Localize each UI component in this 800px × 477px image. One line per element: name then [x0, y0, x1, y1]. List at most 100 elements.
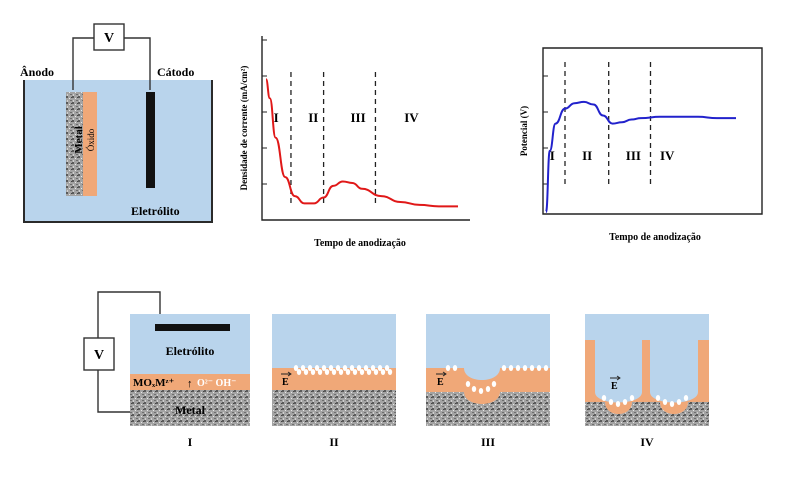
- ion-bubble: [373, 369, 379, 375]
- stage-label-1: I: [188, 435, 193, 449]
- panel-3-field-label: E: [437, 377, 444, 388]
- panel-1-ion-label: MOₓMᶻ⁺: [133, 377, 175, 389]
- ion-bubble: [508, 365, 514, 371]
- current-ticks-y: [262, 39, 267, 185]
- wire-cathode: [124, 37, 151, 90]
- cathode-electrode: [146, 92, 155, 188]
- ion-bubble: [321, 365, 327, 371]
- electrolyte-bath: [24, 80, 212, 222]
- current-x-axis-label: Tempo de anodização: [314, 238, 406, 249]
- ion-bubble: [515, 365, 521, 371]
- ion-bubble: [485, 386, 491, 392]
- panel-4-field-arrow: [610, 375, 621, 381]
- panel-1-arrow-up: ↑: [187, 378, 193, 390]
- panel-2-oxide: [272, 368, 396, 390]
- ion-bubble: [471, 386, 477, 392]
- current-region-dividers: [290, 72, 377, 206]
- ion-bubble: [296, 369, 302, 375]
- panel-4-field-label: E: [611, 381, 618, 392]
- ion-bubble: [629, 395, 635, 401]
- ion-bubble: [328, 365, 334, 371]
- current-region-labels: I II III IV: [274, 110, 420, 125]
- metal-label: Metal: [73, 126, 85, 153]
- cathode-label: Cátodo: [157, 65, 194, 79]
- oxide-layer: [83, 92, 97, 196]
- stage-label-2: II: [329, 435, 339, 449]
- ion-bubble: [676, 399, 682, 405]
- stage-label-3: III: [481, 435, 495, 449]
- panel-4-oxide-tubes: [585, 348, 709, 414]
- voltmeter-label: V: [104, 31, 114, 46]
- ion-bubble: [380, 369, 386, 375]
- potential-chart: I II III IV Potencial (V) Tempo de anodizaç…: [519, 47, 763, 243]
- current-density-chart: I II III IV Densidade de corrente (mA/cm²) …: [239, 36, 470, 249]
- potential-y-axis-label: Potencial (V): [519, 106, 529, 156]
- ion-bubble: [324, 369, 330, 375]
- ion-bubble: [366, 369, 372, 375]
- panel-1-metal: [130, 390, 250, 426]
- ion-bubble: [338, 369, 344, 375]
- ion-bubble: [683, 395, 689, 401]
- panel-2-field-label: E: [282, 377, 289, 388]
- panel-4-bubbles: [601, 395, 689, 407]
- stage-panel-3: E: [426, 314, 550, 426]
- ion-bubble: [387, 369, 393, 375]
- panel-1-cathode: [155, 324, 230, 331]
- stage-panels: V Eletrólito MOₓMᶻ⁺ ↑ O²⁻ OH⁻ Metal E: [83, 291, 709, 449]
- ion-bubble: [300, 365, 306, 371]
- ion-bubble: [536, 365, 542, 371]
- ion-bubble: [314, 365, 320, 371]
- stage-label-4: IV: [640, 435, 654, 449]
- ion-bubble: [529, 365, 535, 371]
- ion-bubble: [608, 399, 614, 405]
- stage-panel-1: Eletrólito MOₓMᶻ⁺ ↑ O²⁻ OH⁻ Metal: [130, 314, 250, 426]
- panel-2-bubbles: [293, 365, 393, 375]
- ion-bubble: [465, 381, 471, 387]
- region-label-4: IV: [660, 148, 675, 163]
- region-label-1: I: [550, 148, 555, 163]
- ion-bubble: [662, 399, 668, 405]
- potential-axes: [542, 47, 763, 215]
- ion-bubble: [615, 401, 621, 407]
- potential-series: [545, 100, 736, 213]
- ion-bubble: [543, 365, 549, 371]
- cell-vessel: [23, 80, 213, 223]
- voltmeter-box: [93, 23, 125, 51]
- stage-panel-4: E: [585, 314, 709, 426]
- ion-bubble: [359, 369, 365, 375]
- current-y-axis-label: Densidade de corrente (mA/cm²): [239, 66, 249, 191]
- ion-bubble: [307, 365, 313, 371]
- ion-bubble: [655, 395, 661, 401]
- ion-bubble: [303, 369, 309, 375]
- panel-4-metal: [585, 402, 709, 426]
- region-label-2: II: [308, 110, 318, 125]
- ion-bubble: [445, 365, 451, 371]
- ion-bubble: [452, 365, 458, 371]
- electrolyte-label: Eletrólito: [131, 204, 180, 218]
- potential-region-dividers: [564, 62, 652, 188]
- electrochemical-cell: V Ânodo Cátodo Metal Óxido Eletrólito: [20, 23, 213, 223]
- stage-panel-2: E: [272, 314, 396, 426]
- ion-bubble: [377, 365, 383, 371]
- ion-bubble: [501, 365, 507, 371]
- panel-3-field-arrow: [436, 371, 447, 377]
- bottom-voltmeter-label: V: [94, 348, 104, 363]
- region-label-1: I: [274, 110, 279, 125]
- ion-bubble: [601, 395, 607, 401]
- panel-3-metal: [426, 392, 550, 426]
- panel-2-metal: [272, 390, 396, 426]
- panel-1-anion-label: O²⁻ OH⁻: [197, 378, 236, 389]
- potential-x-axis-label: Tempo de anodização: [609, 232, 701, 243]
- ion-bubble: [293, 365, 299, 371]
- ion-bubble: [478, 388, 484, 394]
- ion-bubble: [335, 365, 341, 371]
- ion-bubble: [345, 369, 351, 375]
- ion-bubble: [349, 365, 355, 371]
- panel-3-bubbles: [445, 365, 549, 394]
- bottom-voltmeter-box: [83, 337, 115, 371]
- ion-bubble: [352, 369, 358, 375]
- ion-bubble: [331, 369, 337, 375]
- panel-1-oxide: [130, 374, 250, 390]
- region-label-3: III: [626, 148, 641, 163]
